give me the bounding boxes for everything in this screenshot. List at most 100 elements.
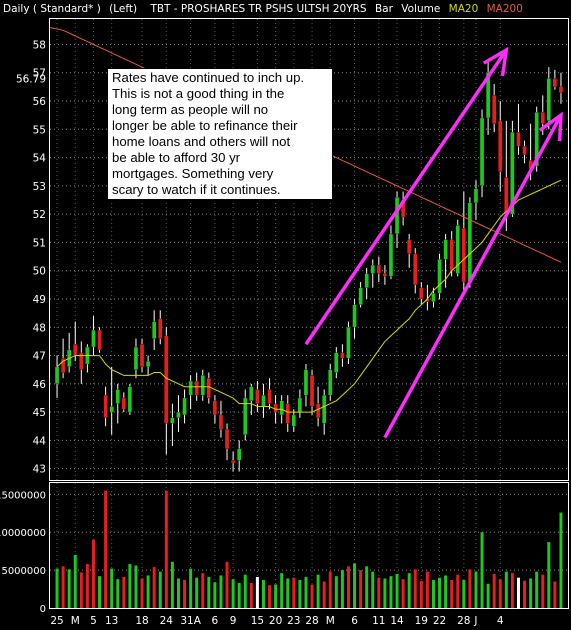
volume-bar [176,578,180,608]
candle-body [224,428,230,450]
candle [237,440,242,472]
x-tick-label: 6 [212,615,219,627]
x-tick-label: 4 [497,615,504,627]
price-tick-label: 53 [33,181,46,193]
price-tick-label: 58 [33,39,46,51]
trend-arrow-head [538,111,563,142]
candle-body [54,366,60,384]
volume-bar [310,584,314,608]
volume-bar [146,575,150,608]
volume-bar [456,574,460,608]
candle [522,140,527,164]
trend-arrow-head [482,46,509,77]
candle [413,248,418,294]
candle [91,315,96,356]
price-tick-label: 56 [33,96,47,108]
volume-bar [195,577,199,608]
candle [498,101,503,192]
candle-body [182,397,187,416]
candle [230,451,236,472]
volume-bar [158,571,162,608]
candle [109,366,114,435]
volume-bar [486,583,490,608]
volume-bar [255,576,259,608]
candle-body [479,117,485,187]
candle-body [534,112,539,167]
candle [115,383,120,424]
candle [328,364,333,401]
candle [85,344,90,373]
chart-symbol: TBT - PROSHARES TR PSHS ULTSH 20YRS [149,3,366,15]
volume-bar [274,584,278,608]
volume-bar [164,490,168,608]
volume-bar [419,580,423,608]
volume-bar [541,574,545,608]
candle [370,259,375,288]
volume-bar [547,542,551,608]
volume-bar [334,576,338,608]
price-tick-label: 54 [33,153,47,165]
candle-body [376,264,381,274]
x-tick-label: 14 [390,615,404,627]
x-tick-label: 19 [415,615,428,627]
candle-body [145,361,151,368]
candle [346,321,351,365]
candle-body [97,329,102,351]
price-tick-label: 46 [33,379,47,391]
candle [170,403,175,447]
x-tick-label: 31A [180,615,201,627]
volume-bar [243,574,247,608]
volume-bar [510,573,514,608]
candle-body [164,335,169,424]
price-tick-label: 55 [33,124,46,136]
candle-body [382,273,388,277]
candle-body [552,78,558,88]
volume-tick-label: 0 [40,604,46,615]
x-tick-label: 13 [105,615,118,627]
price-tick-label: 43 [33,464,46,476]
volume-bar [85,564,89,608]
candle-body [152,321,157,339]
candle [407,233,412,268]
candle-body [273,403,278,413]
candle [303,364,309,407]
candle [139,338,145,373]
candle-body [303,369,309,396]
volume-bar [413,569,417,608]
candle-body [540,112,545,124]
candle-body [328,369,333,396]
volume-bar [225,561,229,608]
candle-body [413,253,418,286]
candle-body [285,403,290,424]
candle [285,395,290,432]
volume-bar [304,576,308,608]
volume-bar [383,578,387,608]
candle-body [79,352,84,370]
candle-body [255,389,260,404]
price-tick-label: 48 [33,322,46,334]
candle [103,386,108,427]
candle [121,392,126,413]
candle-body [243,397,248,435]
candle-body [473,188,479,203]
x-tick-label: 25 [50,615,63,627]
candle [297,389,303,418]
price-candles [54,61,564,472]
volume-bar [365,566,369,608]
candle-body [73,344,78,356]
x-tick-label: 5 [90,615,97,627]
price-tick-label: 44 [33,435,47,447]
volume-bar [474,571,478,608]
candle-body [194,380,199,396]
price-tick-label: 57 [33,68,46,80]
volume-bar [116,579,120,608]
volume-bar [170,561,174,608]
candle-body [127,386,133,413]
trend-arrow [383,111,563,439]
chart-style: Bar [375,3,394,15]
candle [152,310,157,350]
volume-bar [529,578,533,608]
candle [145,355,151,376]
volume-bar [431,579,435,608]
candle-body [492,95,497,124]
